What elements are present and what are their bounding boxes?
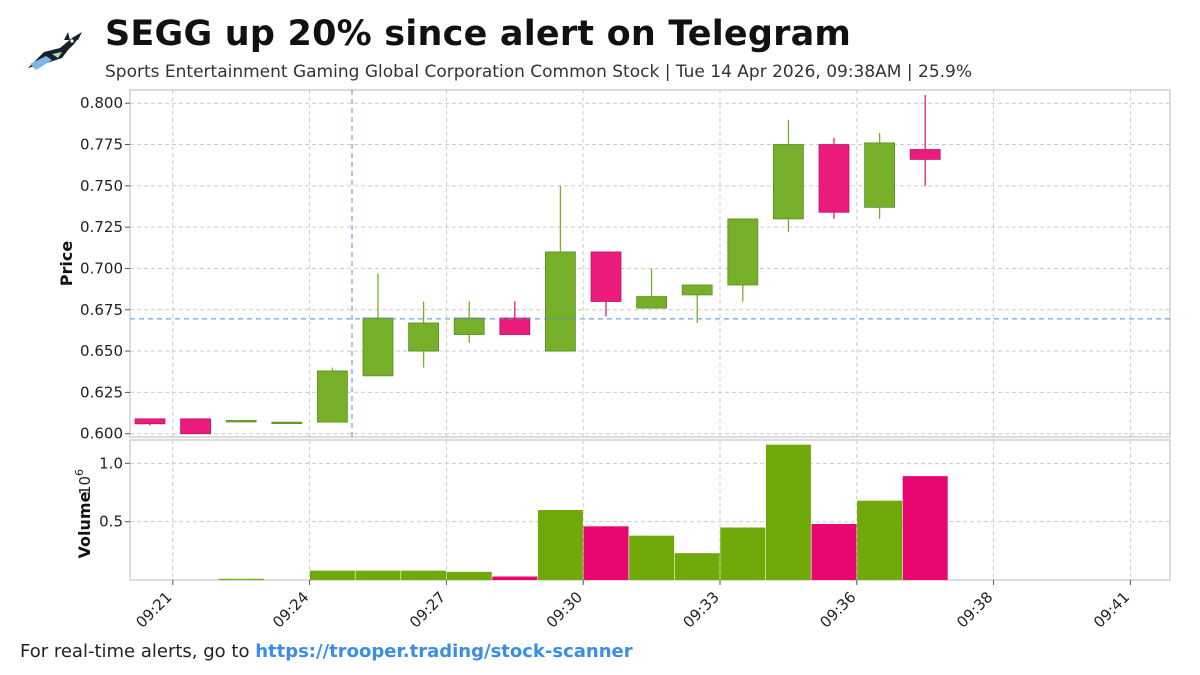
price-tick-label: 0.750 — [80, 177, 123, 195]
volume-bar — [629, 535, 675, 580]
x-tick-label: 09:24 — [269, 588, 312, 631]
volume-bar — [674, 553, 720, 580]
candle-body — [773, 144, 804, 220]
scanner-link[interactable]: https://trooper.trading/stock-scanner — [255, 641, 633, 662]
chart-subtitle: Sports Entertainment Gaming Global Corpo… — [105, 62, 973, 82]
x-tick-label: 09:41 — [1090, 588, 1133, 631]
volume-bar — [355, 570, 401, 580]
volume-bar — [218, 578, 264, 580]
bull-logo-icon — [28, 32, 82, 70]
price-tick-label: 0.775 — [80, 136, 123, 154]
volume-bar — [857, 500, 903, 580]
x-tick-label: 09:27 — [406, 588, 449, 631]
price-tick-label: 0.800 — [80, 94, 123, 112]
candle-body — [909, 149, 941, 160]
candle-body — [681, 284, 713, 296]
candle-body — [590, 251, 622, 302]
x-tick-label: 09:38 — [953, 588, 996, 631]
volume-bar — [401, 570, 447, 580]
price-panel — [129, 89, 1171, 438]
candle-body — [408, 322, 440, 352]
volume-bar — [446, 571, 492, 580]
price-tick-label: 0.625 — [80, 383, 123, 401]
x-tick-label: 09:36 — [816, 588, 859, 631]
candle-body — [499, 317, 531, 335]
candle-body — [271, 421, 303, 425]
candle-body — [727, 218, 759, 286]
chart-title: SEGG up 20% since alert on Telegram — [105, 14, 852, 54]
x-tick-label: 09:30 — [543, 588, 586, 631]
candle-body — [225, 420, 257, 423]
volume-bar — [720, 527, 766, 580]
volume-bar — [583, 526, 629, 580]
price-tick-label: 0.700 — [80, 259, 123, 277]
candle-body — [180, 418, 212, 435]
candle-body — [636, 296, 667, 309]
volume-bar — [811, 524, 857, 580]
volume-bar — [309, 570, 355, 580]
footer-text: For real-time alerts, go to https://troo… — [20, 641, 633, 662]
candle-body — [453, 317, 485, 335]
price-tick-label: 0.725 — [80, 218, 123, 236]
volume-bar — [492, 576, 538, 580]
price-axis-label: Price — [57, 241, 76, 287]
price-tick-label: 0.675 — [80, 301, 123, 319]
price-tick-label: 0.600 — [80, 425, 123, 443]
volume-bar — [902, 476, 948, 580]
volume-bar — [765, 444, 811, 580]
footer-prefix: For real-time alerts, go to — [20, 641, 256, 662]
volume-axis-label: Volume — [75, 491, 94, 558]
volume-exponent-label: 106 — [73, 469, 94, 495]
candle-body — [818, 144, 850, 213]
price-tick-label: 0.650 — [80, 342, 123, 360]
candle-body — [362, 317, 394, 377]
candle-body — [316, 370, 348, 423]
volume-tick-label: 1.0 — [99, 454, 123, 472]
volume-bar — [537, 510, 583, 580]
volume-tick-label: 0.5 — [99, 513, 123, 531]
candle-body — [864, 142, 895, 208]
candle-body — [134, 418, 166, 425]
x-tick-label: 09:21 — [132, 588, 175, 631]
candle-body — [545, 251, 576, 352]
x-tick-label: 09:33 — [680, 588, 723, 631]
